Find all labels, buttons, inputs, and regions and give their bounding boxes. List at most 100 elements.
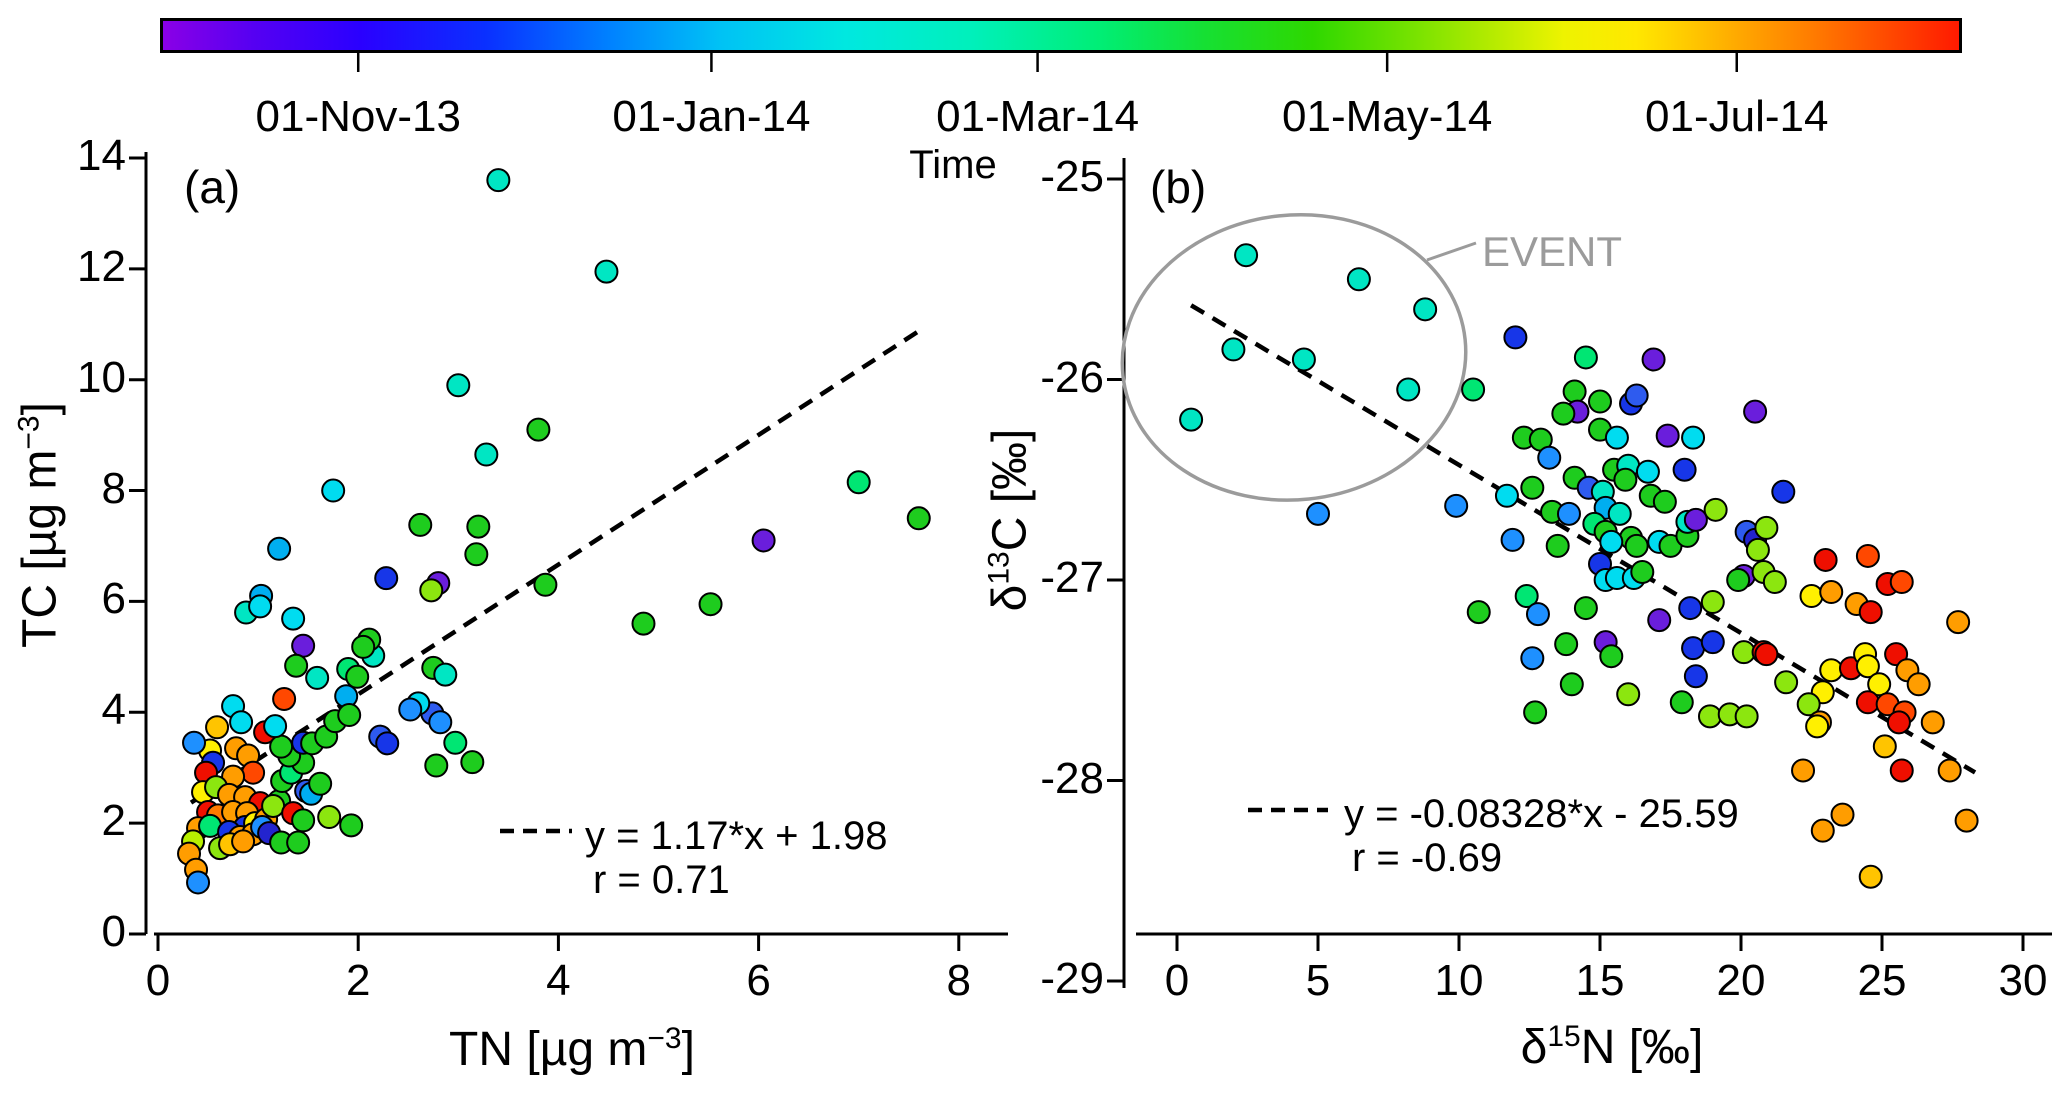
panel-b-data-point (1754, 642, 1779, 667)
colorbar-tick-label: 01-Mar-14 (936, 92, 1140, 141)
panel-a-x-tick-label: 8 (946, 956, 972, 1005)
panel-b-data-point (1855, 654, 1880, 679)
panel-b-data-point (1551, 401, 1576, 426)
panel-b-data-point (1762, 570, 1787, 595)
colorbar-title: Time (909, 143, 997, 187)
panel-a-data-point (474, 442, 499, 467)
panel-b-data-point (1937, 758, 1962, 783)
panel-b-data-point (1681, 636, 1706, 661)
panel-b-data-point (1678, 596, 1703, 621)
panel-a-data-point (698, 592, 723, 617)
colorbar-tick-label: 01-May-14 (1282, 92, 1493, 141)
axis-title-text: C [‰] (983, 428, 1037, 552)
event-annotation-label: EVENT (1482, 228, 1623, 275)
panel-a-data-point (205, 715, 230, 740)
panel-a-data-point (241, 760, 266, 785)
panel-b-data-point (1731, 640, 1756, 665)
panel-b-data-point (1494, 483, 1519, 508)
colorbar-tick-label: 01-Jan-14 (612, 92, 811, 141)
panel-b-x-tick-label: 10 (1434, 956, 1484, 1005)
time-colorbar (160, 18, 1962, 53)
panel-b-data-point (1291, 347, 1316, 372)
panel-a-data-point (231, 829, 256, 854)
panel-a-data-point (533, 572, 558, 597)
panel-b-data-point (1655, 423, 1680, 448)
panel-b-data-point (1954, 808, 1979, 833)
panel-b-data-point (1889, 570, 1914, 595)
panel-a-data-point (345, 664, 370, 689)
panel-b-data-point (1525, 602, 1550, 627)
panel-a-data-point (906, 506, 931, 531)
panel-b-data-point (1500, 527, 1525, 552)
panel-a-data-point (424, 753, 449, 778)
panel-b-data-point (1588, 389, 1612, 414)
axis-title-superscript: −3 (12, 415, 46, 450)
panel-b-data-point (1734, 704, 1759, 729)
panel-b-data-point (1616, 682, 1641, 707)
panel-b-x-tick-label: 0 (1164, 956, 1190, 1005)
panel-b-data-point (1647, 608, 1672, 633)
panel-a-data-point (486, 168, 511, 193)
panel-b-data-point (1743, 399, 1768, 424)
panel-a-data-point (374, 566, 399, 591)
panel-b-data-point (1810, 818, 1835, 843)
panel-a-data-point (186, 870, 211, 895)
panel-b-fit-line (1189, 303, 1977, 775)
panel-a-data-point (631, 611, 656, 636)
panel-a-data-point (248, 594, 273, 619)
panel-a-data-point (261, 793, 286, 818)
panel-b-data-point (1669, 690, 1694, 715)
panel-b-data-point (1920, 710, 1945, 735)
panel-a-data-point (339, 813, 364, 838)
panel-a-data-point (284, 653, 309, 678)
panel-a-data-point (464, 542, 489, 567)
axis-title-superscript: 15 (1547, 1020, 1581, 1053)
panel-a-y-tick-label: 8 (101, 463, 126, 513)
panel-b-data-point (1683, 507, 1708, 532)
panel-b-data-point (1889, 758, 1914, 783)
panel-b-data-point (1796, 692, 1821, 717)
panel-a-data-point (846, 470, 871, 495)
panel-a-data-point (466, 514, 491, 539)
event-leader-line (1426, 241, 1477, 262)
panel-a-data-point (443, 730, 468, 755)
panel-a-data-point (291, 633, 316, 658)
panel-b-data-point (1461, 377, 1486, 402)
panel-b-data-point (1179, 407, 1204, 432)
panel-a-x-axis-title: TN [µg m−3] (449, 1022, 695, 1077)
panel-b-data-point (1683, 664, 1708, 689)
panel-b-data-point (1630, 559, 1655, 584)
panel-b-data-point (1700, 630, 1725, 655)
panel-a-y-tick-label: 2 (101, 796, 126, 846)
panel-b-data-point (1703, 497, 1728, 522)
panel-b-data-point (1906, 672, 1931, 697)
axis-title-text: ] (681, 1023, 695, 1076)
axis-title-text: ] (13, 402, 67, 416)
panel-a-y-tick-label: 6 (101, 574, 126, 624)
panel-a-data-point (305, 665, 330, 690)
panel-a-fit-r-value: r = 0.71 (593, 858, 730, 902)
panel-b-data-point (1523, 700, 1548, 725)
panel-b-data-point (1559, 672, 1584, 697)
panel-b-y-tick-label: -27 (1040, 553, 1104, 602)
colorbar-tick-label: 01-Jul-14 (1645, 92, 1829, 141)
panel-a-y-tick-label: 10 (77, 352, 126, 402)
panel-b-data-point (1607, 501, 1632, 526)
panel-a-data-point (526, 417, 551, 442)
panel-a-data-point (408, 512, 433, 537)
panel-a-data-point (267, 536, 292, 561)
panel-b-data-point (1754, 515, 1779, 540)
panel-a-data-point (182, 730, 207, 755)
panel-a-data-point (337, 703, 362, 728)
panel-b-x-tick-label: 30 (1998, 956, 2048, 1005)
panel-b-data-point (1573, 596, 1598, 621)
panel-b-y-tick-label: -26 (1040, 352, 1104, 402)
panel-b-data-point (1858, 864, 1883, 889)
panel-b-data-point (1624, 533, 1649, 558)
panel-b-data-point (1599, 529, 1624, 554)
colorbar-tick-label: 01-Nov-13 (255, 92, 461, 141)
panel-b-fit-equation: y = -0.08328*x - 25.59 (1344, 792, 1739, 836)
panel-b-data-point (1858, 600, 1883, 625)
panel-a-data-point (272, 686, 297, 711)
panel-a-data-point (229, 710, 254, 735)
